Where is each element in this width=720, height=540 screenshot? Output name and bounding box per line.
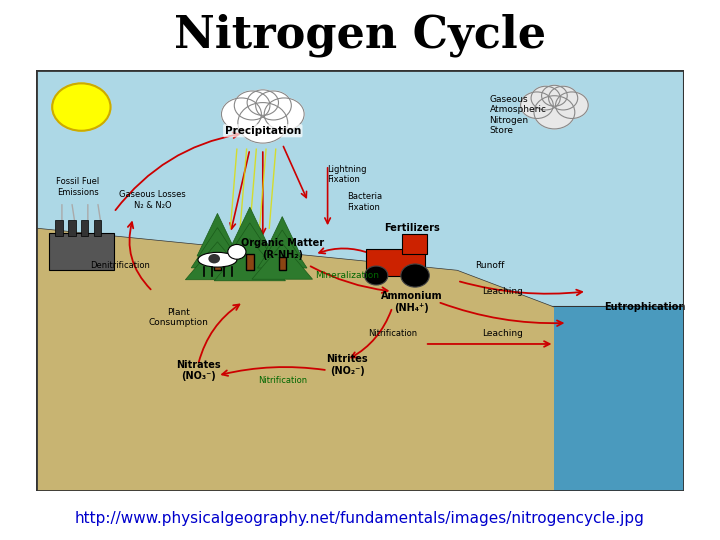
Circle shape: [52, 83, 110, 131]
Text: Nitrification: Nitrification: [258, 376, 307, 386]
Circle shape: [531, 86, 560, 110]
Text: Gaseous Losses
N₂ & N₂O: Gaseous Losses N₂ & N₂O: [120, 190, 186, 210]
FancyBboxPatch shape: [402, 234, 427, 254]
Text: Gaseous
Atmospheric
Nitrogen
Store: Gaseous Atmospheric Nitrogen Store: [490, 95, 546, 135]
Text: http://www.physicalgeography.net/fundamentals/images/nitrogencycle.jpg: http://www.physicalgeography.net/fundame…: [75, 511, 645, 526]
Circle shape: [234, 91, 270, 120]
FancyBboxPatch shape: [279, 257, 286, 270]
Text: Mineralization: Mineralization: [315, 271, 379, 280]
Circle shape: [541, 85, 567, 106]
Text: Eutrophication: Eutrophication: [604, 302, 686, 312]
Text: Precipitation: Precipitation: [225, 126, 301, 136]
Text: Nitrites
(NO₂⁻): Nitrites (NO₂⁻): [326, 354, 368, 376]
Text: Ammonium
(NH₄⁺): Ammonium (NH₄⁺): [381, 291, 443, 313]
Circle shape: [521, 92, 553, 118]
Circle shape: [208, 254, 220, 264]
FancyBboxPatch shape: [81, 220, 89, 236]
Text: Leaching: Leaching: [482, 329, 523, 338]
Polygon shape: [263, 217, 302, 257]
Circle shape: [401, 264, 429, 287]
FancyBboxPatch shape: [214, 256, 221, 270]
Polygon shape: [220, 223, 279, 268]
Polygon shape: [192, 228, 243, 268]
Circle shape: [222, 98, 261, 130]
Circle shape: [534, 96, 575, 129]
Circle shape: [549, 86, 577, 110]
FancyBboxPatch shape: [94, 220, 102, 236]
Text: Runoff: Runoff: [475, 260, 504, 269]
FancyBboxPatch shape: [36, 70, 684, 307]
Polygon shape: [185, 242, 250, 280]
Circle shape: [238, 103, 288, 143]
Polygon shape: [36, 228, 684, 491]
Polygon shape: [252, 244, 312, 279]
Circle shape: [256, 91, 292, 120]
Text: Nitrates
(NO₃⁻): Nitrates (NO₃⁻): [176, 360, 220, 381]
FancyBboxPatch shape: [246, 254, 253, 270]
Polygon shape: [215, 239, 285, 281]
Ellipse shape: [198, 252, 237, 267]
FancyBboxPatch shape: [55, 220, 63, 236]
Circle shape: [556, 92, 588, 118]
Polygon shape: [258, 230, 307, 268]
Circle shape: [228, 245, 246, 259]
Polygon shape: [227, 207, 272, 254]
FancyBboxPatch shape: [68, 220, 76, 236]
Text: Lightning
Fixation: Lightning Fixation: [328, 165, 367, 184]
Circle shape: [364, 266, 388, 285]
Text: Denitrification: Denitrification: [90, 260, 150, 269]
Text: Plant
Consumption: Plant Consumption: [148, 308, 209, 327]
Text: Nitrogen Cycle: Nitrogen Cycle: [174, 14, 546, 57]
Text: Organic Matter
(R-NH₂): Organic Matter (R-NH₂): [240, 239, 324, 260]
Text: Bacteria
Fixation: Bacteria Fixation: [347, 192, 382, 212]
Polygon shape: [197, 213, 238, 256]
Circle shape: [264, 98, 304, 130]
Text: Leaching: Leaching: [482, 287, 523, 296]
FancyBboxPatch shape: [366, 249, 425, 275]
Text: Nitrification: Nitrification: [368, 329, 417, 338]
Text: Fertilizers: Fertilizers: [384, 223, 440, 233]
Polygon shape: [554, 307, 684, 491]
Text: Fossil Fuel
Emissions: Fossil Fuel Emissions: [56, 177, 100, 197]
FancyBboxPatch shape: [49, 233, 114, 270]
Circle shape: [247, 90, 279, 116]
